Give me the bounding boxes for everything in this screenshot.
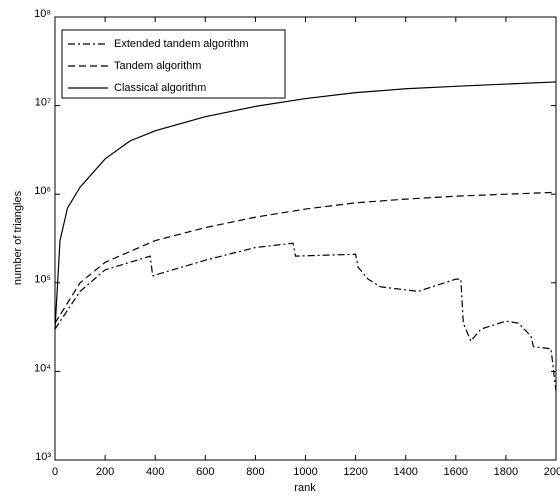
y-tick-label: 10⁴ <box>34 362 51 374</box>
legend-box <box>61 29 286 99</box>
y-tick-label: 10⁶ <box>34 185 51 197</box>
x-tick-label: 2000 <box>544 466 560 478</box>
x-tick-label: 1600 <box>444 466 468 478</box>
series-line <box>54 191 557 324</box>
series-line <box>54 81 557 330</box>
legend-label: Tandem algorithm <box>114 60 201 72</box>
x-tick-label: 0 <box>52 466 58 478</box>
x-tick-label: 200 <box>96 466 114 478</box>
x-tick-label: 1800 <box>494 466 518 478</box>
x-tick-label: 1200 <box>343 466 367 478</box>
y-tick-label: 10⁵ <box>34 274 51 286</box>
y-axis-label: number of triangles <box>12 190 24 285</box>
series-line <box>54 242 557 392</box>
x-tick-label: 400 <box>146 466 164 478</box>
x-tick-label: 800 <box>246 466 264 478</box>
x-tick-label: 600 <box>196 466 214 478</box>
legend-label: Classical algorithm <box>114 82 206 94</box>
x-tick-label: 1000 <box>293 466 317 478</box>
y-tick-label: 10⁷ <box>35 97 51 109</box>
y-tick-label: 10³ <box>35 451 51 463</box>
legend-label: Extended tandem algorithm <box>114 38 249 50</box>
x-axis-label: rank <box>294 482 316 494</box>
x-tick-label: 1400 <box>393 466 417 478</box>
y-tick-label: 10⁸ <box>34 8 51 20</box>
